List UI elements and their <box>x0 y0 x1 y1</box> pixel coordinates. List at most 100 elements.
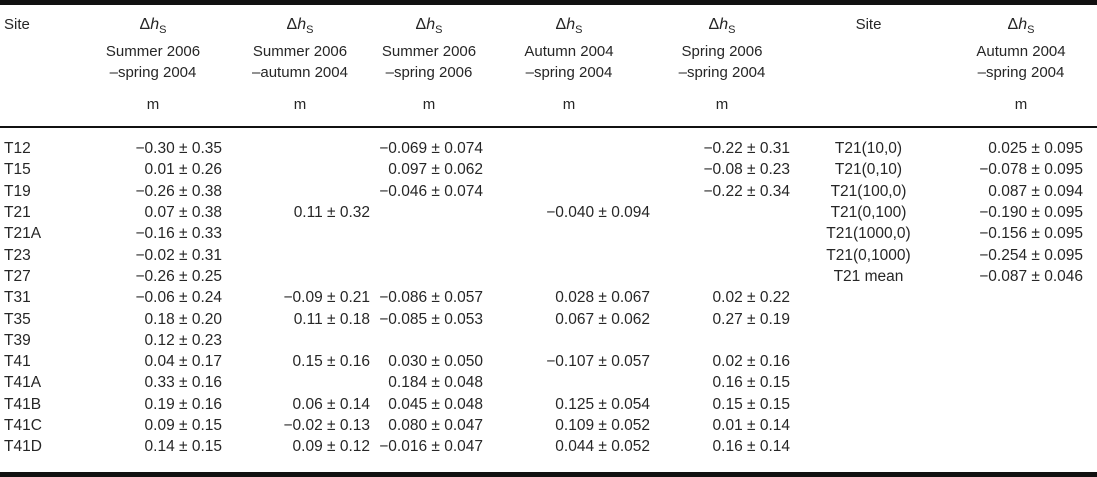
value-cell <box>372 266 486 287</box>
header-site-left: Site <box>0 5 78 129</box>
value-cell <box>372 202 486 223</box>
value-cell <box>945 415 1097 436</box>
value-cell <box>486 223 652 244</box>
header-season-line1: Autumn 2004 <box>976 43 1066 61</box>
value-cell: 0.02 ± 0.22 <box>712 289 790 307</box>
value-cell: −0.190 ± 0.095 <box>979 204 1083 222</box>
value-cell: −0.107 ± 0.057 <box>546 353 650 371</box>
value-cell: 0.184 ± 0.048 <box>388 374 483 392</box>
site-cell: T21(0,10) <box>834 161 903 179</box>
unit-label: m <box>293 96 307 114</box>
value-cell: 0.33 ± 0.16 <box>144 374 222 392</box>
header-season-line2: –spring 2004 <box>977 64 1065 82</box>
site-cell: T12 <box>4 140 31 158</box>
value-cell <box>486 372 652 393</box>
value-cell: −0.22 ± 0.34 <box>703 182 790 200</box>
site-cell: T21A <box>4 225 42 243</box>
header-season-line2: –autumn 2004 <box>252 64 348 82</box>
value-cell: −0.06 ± 0.24 <box>135 289 222 307</box>
site-cell: T41C <box>4 417 42 435</box>
delta-h-symbol: ΔhS <box>1007 16 1035 37</box>
header-season-line2: –spring 2004 <box>525 64 613 82</box>
header-season-line1: Autumn 2004 <box>524 43 614 61</box>
site-cell: T21(0,1000) <box>826 246 911 264</box>
site-cell: T35 <box>4 310 31 328</box>
value-cell: 0.045 ± 0.048 <box>388 395 483 413</box>
value-cell: −0.086 ± 0.057 <box>379 289 483 307</box>
delta-h-symbol: ΔhS <box>139 16 167 37</box>
value-cell <box>372 245 486 266</box>
value-cell <box>228 159 372 180</box>
site-cell: T41B <box>4 395 42 413</box>
value-cell: 0.04 ± 0.17 <box>144 353 222 371</box>
value-cell: 0.097 ± 0.062 <box>388 161 483 179</box>
value-cell: −0.30 ± 0.35 <box>135 140 222 158</box>
site-cell: T21(100,0) <box>830 182 907 200</box>
unit-label: m <box>1014 96 1028 114</box>
value-cell: −0.16 ± 0.33 <box>135 225 222 243</box>
value-cell: −0.046 ± 0.074 <box>379 182 483 200</box>
value-cell <box>372 223 486 244</box>
header-col-summer2006-spring2004: ΔhS Summer 2006 –spring 2004 m <box>78 5 228 129</box>
table-row: T39 0.12 ± 0.23 <box>0 330 1097 351</box>
value-cell: −0.02 ± 0.31 <box>135 246 222 264</box>
value-cell: 0.14 ± 0.15 <box>144 438 222 456</box>
site-right-label: Site <box>855 16 882 33</box>
value-cell <box>945 287 1097 308</box>
value-cell: 0.028 ± 0.067 <box>555 289 650 307</box>
delta-h-symbol: ΔhS <box>415 16 443 37</box>
value-cell <box>228 372 372 393</box>
value-cell <box>945 309 1097 330</box>
value-cell: 0.18 ± 0.20 <box>144 310 222 328</box>
table-row: T41 0.04 ± 0.17 0.15 ± 0.16 0.030 ± 0.050 −0… <box>0 351 1097 372</box>
value-cell <box>652 266 792 287</box>
value-cell: −0.156 ± 0.095 <box>979 225 1083 243</box>
value-cell: 0.02 ± 0.16 <box>712 353 790 371</box>
site-cell <box>792 351 945 372</box>
value-cell <box>228 223 372 244</box>
value-cell: −0.254 ± 0.095 <box>979 246 1083 264</box>
table-row: T41B 0.19 ± 0.16 0.06 ± 0.14 0.045 ± 0.048 0… <box>0 394 1097 415</box>
unit-label: m <box>146 96 160 114</box>
table-row: T35 0.18 ± 0.20 0.11 ± 0.18 −0.085 ± 0.053 0… <box>0 309 1097 330</box>
delta-h-symbol: ΔhS <box>286 16 314 37</box>
site-cell: T23 <box>4 246 31 264</box>
value-cell: 0.067 ± 0.062 <box>555 310 650 328</box>
site-cell: T21 mean <box>833 267 904 285</box>
table-row: T41A 0.33 ± 0.16 0.184 ± 0.048 0.16 ± 0.15 <box>0 372 1097 393</box>
table-row: T27 −0.26 ± 0.25 T21 mean −0.087 ± 0.046 <box>0 266 1097 287</box>
value-cell: 0.125 ± 0.054 <box>555 395 650 413</box>
value-cell: 0.01 ± 0.14 <box>712 417 790 435</box>
value-cell: 0.07 ± 0.38 <box>144 204 222 222</box>
header-col-right-autumn2004-spring2004: ΔhS Autumn 2004 –spring 2004 m <box>945 5 1097 129</box>
site-cell <box>792 309 945 330</box>
unit-label: m <box>562 96 576 114</box>
site-cell: T41D <box>4 438 42 456</box>
site-cell: T19 <box>4 182 31 200</box>
table-body: T12 −0.30 ± 0.35 −0.069 ± 0.074 −0.22 ± 0.3… <box>0 127 1097 471</box>
value-cell: −0.087 ± 0.046 <box>979 267 1083 285</box>
value-cell: 0.11 ± 0.32 <box>293 204 370 222</box>
value-cell: 0.025 ± 0.095 <box>988 140 1083 158</box>
value-cell: 0.16 ± 0.14 <box>712 438 790 456</box>
table-row: T23 −0.02 ± 0.31 T21(0,1000) −0.254 ± 0.095 <box>0 245 1097 266</box>
value-cell: −0.069 ± 0.074 <box>379 140 483 158</box>
site-cell <box>792 372 945 393</box>
value-cell: 0.12 ± 0.23 <box>144 331 222 349</box>
value-cell <box>486 266 652 287</box>
value-cell: 0.19 ± 0.16 <box>144 395 222 413</box>
value-cell <box>486 159 652 180</box>
value-cell <box>228 330 372 351</box>
site-cell <box>792 415 945 436</box>
site-cell <box>792 330 945 351</box>
table-row: T41C 0.09 ± 0.15 −0.02 ± 0.13 0.080 ± 0.047… <box>0 415 1097 436</box>
header-season-line1: Spring 2006 <box>681 43 763 61</box>
site-cell: T21(10,0) <box>834 140 903 158</box>
value-cell: 0.15 ± 0.15 <box>712 395 790 413</box>
value-cell: 0.087 ± 0.094 <box>988 182 1083 200</box>
value-cell <box>945 394 1097 415</box>
value-cell: 0.06 ± 0.14 <box>292 395 370 413</box>
value-cell <box>652 202 792 223</box>
value-cell: 0.09 ± 0.12 <box>292 438 370 456</box>
